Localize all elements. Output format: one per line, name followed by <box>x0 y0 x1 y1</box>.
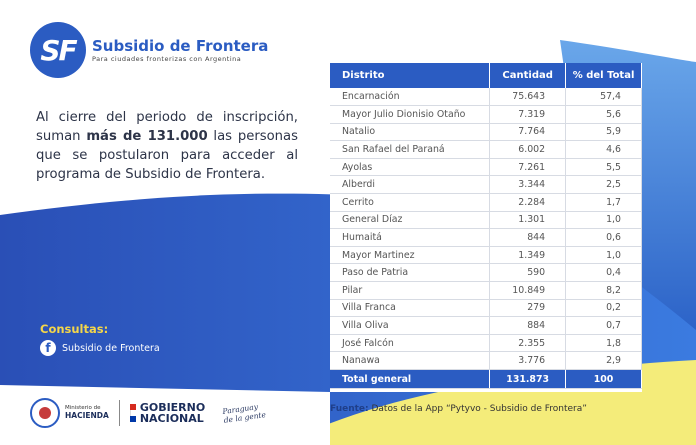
cell-distrito: Natalio <box>330 123 491 142</box>
ministry-logo: Ministerio de HACIENDA <box>65 405 109 420</box>
sf-logo-mark: SF <box>30 22 86 78</box>
cell-distrito: Encarnación <box>330 88 491 107</box>
cell-cantidad: 6.002 <box>489 140 567 159</box>
table-row: Villa Oliva 884 0,7 <box>330 316 642 335</box>
cell-distrito: Mayor Julio Dionisio Otaño <box>330 105 491 124</box>
cell-distrito: Paso de Patria <box>330 263 491 283</box>
header-distrito: Distrito <box>330 63 491 88</box>
brand-subtitle: Para ciudades fronterizas con Argentina <box>92 55 242 63</box>
table-row: Mayor Julio Dionisio Otaño 7.319 5,6 <box>330 105 642 124</box>
source-label: Fuente: <box>330 404 369 414</box>
cell-cantidad: 1.301 <box>489 211 567 230</box>
cell-cantidad: 3.776 <box>489 351 567 370</box>
cell-distrito: Alberdi <box>330 175 491 195</box>
cell-cantidad: 3.344 <box>489 175 567 195</box>
cell-distrito: San Rafael del Paraná <box>330 140 491 159</box>
footer-logos: Ministerio de HACIENDA GOBIERNO NACIONAL… <box>30 398 267 428</box>
table-row: Pilar 10.849 8,2 <box>330 281 642 300</box>
table-row: Mayor Martinez 1.349 1,0 <box>330 246 642 265</box>
facebook-label: Subsidio de Frontera <box>62 342 160 354</box>
table-row: Villa Franca 279 0,2 <box>330 299 642 318</box>
cell-cantidad: 590 <box>489 263 567 283</box>
header-cantidad: Cantidad <box>489 63 567 88</box>
contact-heading: Consultas: <box>40 322 109 336</box>
total-label: Total general <box>330 369 491 389</box>
district-table: Distrito Cantidad % del Total Encarnació… <box>330 63 642 392</box>
source-note: Fuente: Datos de la App “Pytyvo - Subsid… <box>330 404 587 414</box>
gobierno-nacional-logo: GOBIERNO NACIONAL <box>129 402 205 424</box>
cell-porcentaje: 0,7 <box>565 316 642 335</box>
table-row: General Díaz 1.301 1,0 <box>330 211 642 230</box>
table-row: Humaitá 844 0,6 <box>330 228 642 247</box>
cell-cantidad: 2.355 <box>489 334 567 353</box>
table-row: Encarnación 75.643 57,4 <box>330 88 642 107</box>
cell-cantidad: 7.261 <box>489 158 567 177</box>
total-porcentaje: 100 <box>565 369 642 389</box>
brand-logo: SF Subsidio de Frontera Para ciudades fr… <box>30 22 268 78</box>
government-seal-icon <box>30 398 60 428</box>
source-text: Datos de la App “Pytyvo - Subsidio de Fr… <box>368 404 587 414</box>
cell-porcentaje: 5,6 <box>565 105 642 124</box>
total-cantidad: 131.873 <box>489 369 567 389</box>
cell-porcentaje: 0,2 <box>565 299 642 318</box>
cell-cantidad: 10.849 <box>489 281 567 300</box>
cell-porcentaje: 0,6 <box>565 228 642 247</box>
facebook-icon: f <box>40 340 56 356</box>
slogan-logo: Paraguay de la gente <box>222 402 267 425</box>
cell-cantidad: 75.643 <box>489 88 567 107</box>
table-row: José Falcón 2.355 1,8 <box>330 334 642 353</box>
table-row: Natalio 7.764 5,9 <box>330 123 642 142</box>
table-row: Alberdi 3.344 2,5 <box>330 175 642 195</box>
intro-highlight: más de 131.000 <box>86 129 208 144</box>
cell-cantidad: 279 <box>489 299 567 318</box>
table-total-row: Total general 131.873 100 <box>330 369 642 389</box>
cell-porcentaje: 1,0 <box>565 211 642 230</box>
cell-cantidad: 7.319 <box>489 105 567 124</box>
cell-cantidad: 884 <box>489 316 567 335</box>
cell-distrito: Mayor Martinez <box>330 246 491 265</box>
table-row: Paso de Patria 590 0,4 <box>330 263 642 283</box>
intro-paragraph: Al cierre del periodo de inscripción, su… <box>36 110 298 182</box>
cell-porcentaje: 57,4 <box>565 88 642 107</box>
cell-distrito: Cerrito <box>330 193 491 212</box>
cell-porcentaje: 2,9 <box>565 351 642 370</box>
brand-title: Subsidio de Frontera <box>92 37 269 55</box>
table-row: San Rafael del Paraná 6.002 4,6 <box>330 140 642 159</box>
table-header-row: Distrito Cantidad % del Total <box>330 63 642 88</box>
cell-porcentaje: 5,9 <box>565 123 642 142</box>
cell-distrito: Ayolas <box>330 158 491 177</box>
cell-cantidad: 1.349 <box>489 246 567 265</box>
facebook-link[interactable]: f Subsidio de Frontera <box>40 340 160 356</box>
table-row: Ayolas 7.261 5,5 <box>330 158 642 177</box>
cell-distrito: Nanawa <box>330 351 491 370</box>
cell-cantidad: 7.764 <box>489 123 567 142</box>
cell-porcentaje: 1,7 <box>565 193 642 212</box>
cell-distrito: José Falcón <box>330 334 491 353</box>
table-row: Cerrito 2.284 1,7 <box>330 193 642 212</box>
cell-porcentaje: 2,5 <box>565 175 642 195</box>
cell-porcentaje: 5,5 <box>565 158 642 177</box>
cell-porcentaje: 8,2 <box>565 281 642 300</box>
cell-porcentaje: 4,6 <box>565 140 642 159</box>
cell-distrito: Pilar <box>330 281 491 300</box>
cell-distrito: Humaitá <box>330 228 491 247</box>
table-row: Nanawa 3.776 2,9 <box>330 351 642 370</box>
flag-icon <box>129 404 136 422</box>
cell-porcentaje: 1,0 <box>565 246 642 265</box>
cell-cantidad: 844 <box>489 228 567 247</box>
cell-porcentaje: 0,4 <box>565 263 642 283</box>
header-porcentaje: % del Total <box>565 63 642 88</box>
cell-porcentaje: 1,8 <box>565 334 642 353</box>
cell-cantidad: 2.284 <box>489 193 567 212</box>
cell-distrito: Villa Franca <box>330 299 491 318</box>
cell-distrito: General Díaz <box>330 211 491 230</box>
divider <box>118 400 120 426</box>
cell-distrito: Villa Oliva <box>330 316 491 335</box>
